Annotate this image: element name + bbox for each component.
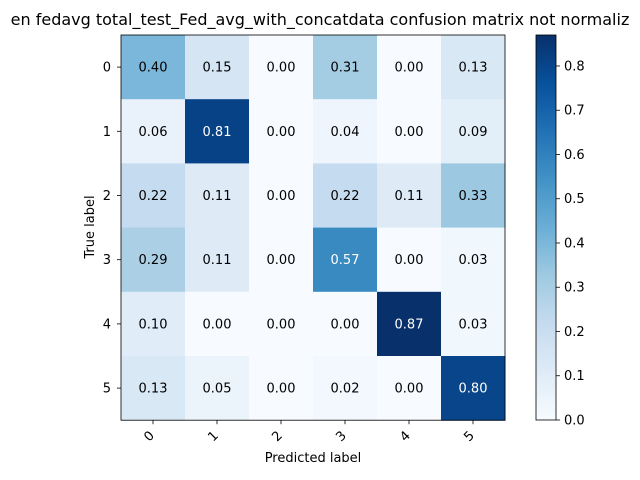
y-tick-label: 5 xyxy=(103,382,111,397)
heatmap-cell-r5-c3 xyxy=(313,356,378,421)
heatmap-cell-r3-c0 xyxy=(121,227,186,293)
heatmap-cell-r0-c5 xyxy=(441,35,506,100)
y-axis-ticks: 0 1 2 3 4 5 xyxy=(103,61,121,397)
heatmap-cell-r3-c2 xyxy=(249,227,314,293)
heatmap-cell-r0-c1 xyxy=(185,35,250,100)
heatmap-cell-r5-c5 xyxy=(441,356,506,421)
cell-value-r2-c1: 0.11 xyxy=(203,189,232,204)
heatmap-cell-r2-c2 xyxy=(249,163,314,229)
heatmap-cell-r4-c1 xyxy=(185,291,250,357)
heatmap-cell-r2-c1 xyxy=(185,163,250,229)
heatmap-cell-r1-c4 xyxy=(377,99,442,164)
cell-value-r5-c2: 0.00 xyxy=(267,382,296,397)
y-tick-label: 3 xyxy=(103,253,111,268)
heatmap-cell-r5-c2 xyxy=(249,356,314,421)
heatmap-cell-r1-c0 xyxy=(121,99,186,164)
cell-value-r2-c0: 0.22 xyxy=(139,189,168,204)
cell-value-r1-c0: 0.06 xyxy=(139,125,168,140)
heatmap-cell-r2-c5 xyxy=(441,163,506,229)
cell-value-r5-c3: 0.02 xyxy=(331,382,360,397)
heatmap-cell-r2-c4 xyxy=(377,163,442,229)
cell-value-r2-c3: 0.22 xyxy=(331,189,360,204)
y-axis-label: True label xyxy=(83,195,98,259)
heatmap-cell-r3-c1 xyxy=(185,227,250,293)
colorbar-frame xyxy=(535,34,557,421)
heatmap-cell-r4-c0 xyxy=(121,291,186,357)
cell-value-r5-c4: 0.00 xyxy=(395,382,424,397)
colorbar-ticks: 0.0 0.1 0.2 0.3 0.4 0.5 0.6 0.7 0.8 xyxy=(556,59,585,429)
colorbar-tick-label: 0.2 xyxy=(564,325,585,340)
plot-frame xyxy=(120,34,506,421)
heatmap-cell-r1-c5 xyxy=(441,99,506,164)
cell-value-r3-c3: 0.57 xyxy=(331,253,360,268)
y-tick-label: 2 xyxy=(103,189,111,204)
cell-value-r3-c4: 0.00 xyxy=(395,253,424,268)
colorbar-tick-label: 0.3 xyxy=(564,281,585,296)
colorbar-tick-label: 0.8 xyxy=(564,59,585,74)
cell-value-r2-c5: 0.33 xyxy=(459,189,488,204)
cell-value-r1-c2: 0.00 xyxy=(267,125,296,140)
cell-value-r1-c4: 0.00 xyxy=(395,125,424,140)
heatmap-cell-r1-c3 xyxy=(313,99,378,164)
heatmap-cell-r2-c3 xyxy=(313,163,378,229)
cell-value-r1-c3: 0.04 xyxy=(331,125,360,140)
cell-value-r0-c5: 0.13 xyxy=(459,61,488,76)
cell-value-r4-c5: 0.03 xyxy=(459,317,488,332)
colorbar-tick-label: 0.6 xyxy=(564,148,585,163)
heatmap-cell-r5-c0 xyxy=(121,356,186,421)
heatmap-cell-r4-c3 xyxy=(313,291,378,357)
colorbar-tick-label: 0.0 xyxy=(564,414,585,429)
heatmap-cell-r3-c4 xyxy=(377,227,442,293)
x-axis-label: Predicted label xyxy=(265,451,362,466)
cell-value-r3-c2: 0.00 xyxy=(267,253,296,268)
cell-value-r4-c1: 0.00 xyxy=(203,317,232,332)
colorbar-tick-label: 0.5 xyxy=(564,192,585,207)
cell-value-r4-c4: 0.87 xyxy=(395,317,424,332)
cell-value-r0-c2: 0.00 xyxy=(267,61,296,76)
heatmap: 0.40 0.15 0.00 0.31 0.00 0.13 0.06 0.81 0.00 0.04… xyxy=(120,34,506,421)
cell-value-r1-c5: 0.09 xyxy=(459,125,488,140)
heatmap-cell-r3-c5 xyxy=(441,227,506,293)
cell-value-r5-c0: 0.13 xyxy=(139,382,168,397)
heatmap-cell-r3-c3 xyxy=(313,227,378,293)
heatmap-cell-r2-c0 xyxy=(121,163,186,229)
cell-value-r5-c5: 0.80 xyxy=(459,382,488,397)
cell-value-r4-c0: 0.10 xyxy=(139,317,168,332)
heatmap-cell-r0-c4 xyxy=(377,35,442,100)
cell-value-r1-c1: 0.81 xyxy=(203,125,232,140)
heatmap-cell-r4-c4 xyxy=(377,291,442,357)
heatmap-cell-r1-c2 xyxy=(249,99,314,164)
colorbar-tick-label: 0.1 xyxy=(564,369,585,384)
cell-value-r2-c2: 0.00 xyxy=(267,189,296,204)
colorbar-tick-label: 0.4 xyxy=(564,236,585,251)
heatmap-cell-r4-c5 xyxy=(441,291,506,357)
chart-title: en fedavg total_test_Fed_avg_with_concat… xyxy=(11,10,630,30)
heatmap-cell-r0-c2 xyxy=(249,35,314,100)
cell-value-r0-c4: 0.00 xyxy=(395,61,424,76)
y-tick-label: 1 xyxy=(103,125,111,140)
cell-value-r3-c5: 0.03 xyxy=(459,253,488,268)
cell-value-r0-c0: 0.40 xyxy=(139,61,168,76)
heatmap-cell-r0-c3 xyxy=(313,35,378,100)
y-tick-label: 0 xyxy=(103,61,111,76)
cell-value-r0-c3: 0.31 xyxy=(331,61,360,76)
heatmap-cell-r0-c0 xyxy=(121,35,186,100)
heatmap-cell-r4-c2 xyxy=(249,291,314,357)
cell-value-r0-c1: 0.15 xyxy=(203,61,232,76)
colorbar xyxy=(536,35,556,420)
cell-value-r4-c3: 0.00 xyxy=(331,317,360,332)
cell-value-r4-c2: 0.00 xyxy=(267,317,296,332)
cell-value-r2-c4: 0.11 xyxy=(395,189,424,204)
y-tick-label: 4 xyxy=(103,317,111,332)
cell-value-r3-c1: 0.11 xyxy=(203,253,232,268)
cell-value-r3-c0: 0.29 xyxy=(139,253,168,268)
colorbar-tick-label: 0.7 xyxy=(564,104,585,119)
heatmap-cell-r5-c1 xyxy=(185,356,250,421)
heatmap-cell-r1-c1 xyxy=(185,99,250,164)
cell-value-r5-c1: 0.05 xyxy=(203,382,232,397)
heatmap-cell-r5-c4 xyxy=(377,356,442,421)
